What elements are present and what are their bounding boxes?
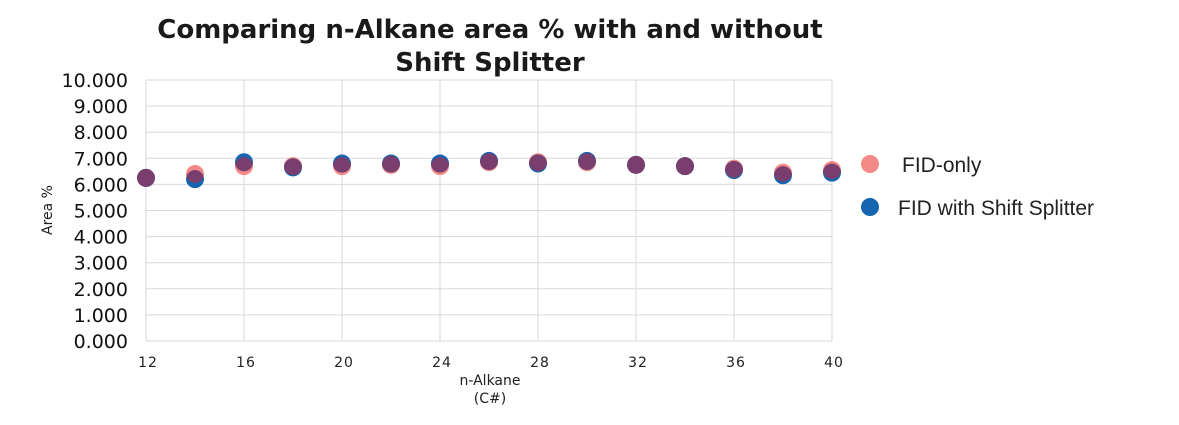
y-tick-label: 3.000 xyxy=(74,253,128,275)
legend-label-fid-only: FID-only xyxy=(902,154,982,177)
x-tick-label: 12 xyxy=(138,355,158,371)
y-tick-label: 8.000 xyxy=(74,122,128,144)
y-tick-label: 6.000 xyxy=(74,174,128,196)
x-tick-label: 40 xyxy=(824,355,844,371)
point-overlap xyxy=(774,166,792,182)
point-overlap xyxy=(627,155,645,174)
y-tick-label: 2.000 xyxy=(74,279,128,301)
point-overlap xyxy=(676,157,694,176)
chart-title: Comparing n-Alkane area % with and witho… xyxy=(157,15,823,78)
point-overlap xyxy=(284,158,302,176)
point-overlap xyxy=(823,163,841,180)
x-tick-labels: 12 16 20 24 28 32 36 40 xyxy=(138,355,844,371)
legend: FID-only FID with Shift Splitter xyxy=(861,154,1094,220)
y-tick-label: 1.000 xyxy=(74,305,128,327)
point-overlap xyxy=(529,154,547,172)
y-tick-label: 4.000 xyxy=(74,227,128,249)
y-tick-label: 5.000 xyxy=(74,201,128,223)
point-overlap xyxy=(578,153,596,170)
y-tick-label: 0.000 xyxy=(74,331,128,353)
x-tick-label: 32 xyxy=(628,355,648,371)
x-axis-title-line2: (C#) xyxy=(474,391,506,407)
y-tick-labels: 0.000 1.000 2.000 3.000 4.000 5.000 6.000 7.000… xyxy=(62,70,128,353)
legend-marker-fid-shift-splitter xyxy=(861,198,879,216)
legend-label-fid-shift-splitter: FID with Shift Splitter xyxy=(898,197,1094,220)
y-tick-label: 7.000 xyxy=(74,148,128,170)
point-overlap xyxy=(725,161,743,178)
point-overlap xyxy=(137,168,155,187)
y-tick-label: 10.000 xyxy=(62,70,128,92)
x-tick-label: 28 xyxy=(530,355,550,371)
grid-lines xyxy=(145,79,833,342)
x-tick-label: 20 xyxy=(334,355,354,371)
x-axis-title-line1: n-Alkane xyxy=(459,373,520,389)
point-overlap xyxy=(333,157,351,173)
point-overlap xyxy=(480,153,498,170)
point-overlap xyxy=(186,170,204,183)
y-tick-label: 9.000 xyxy=(74,96,128,118)
point-overlap xyxy=(382,155,400,173)
y-axis-title: Area % xyxy=(40,185,56,235)
legend-marker-fid-only xyxy=(861,155,879,173)
x-tick-label: 16 xyxy=(236,355,256,371)
point-overlap xyxy=(431,157,449,173)
data-points xyxy=(137,151,841,189)
x-tick-label: 36 xyxy=(726,355,746,371)
x-tick-label: 24 xyxy=(432,355,452,371)
